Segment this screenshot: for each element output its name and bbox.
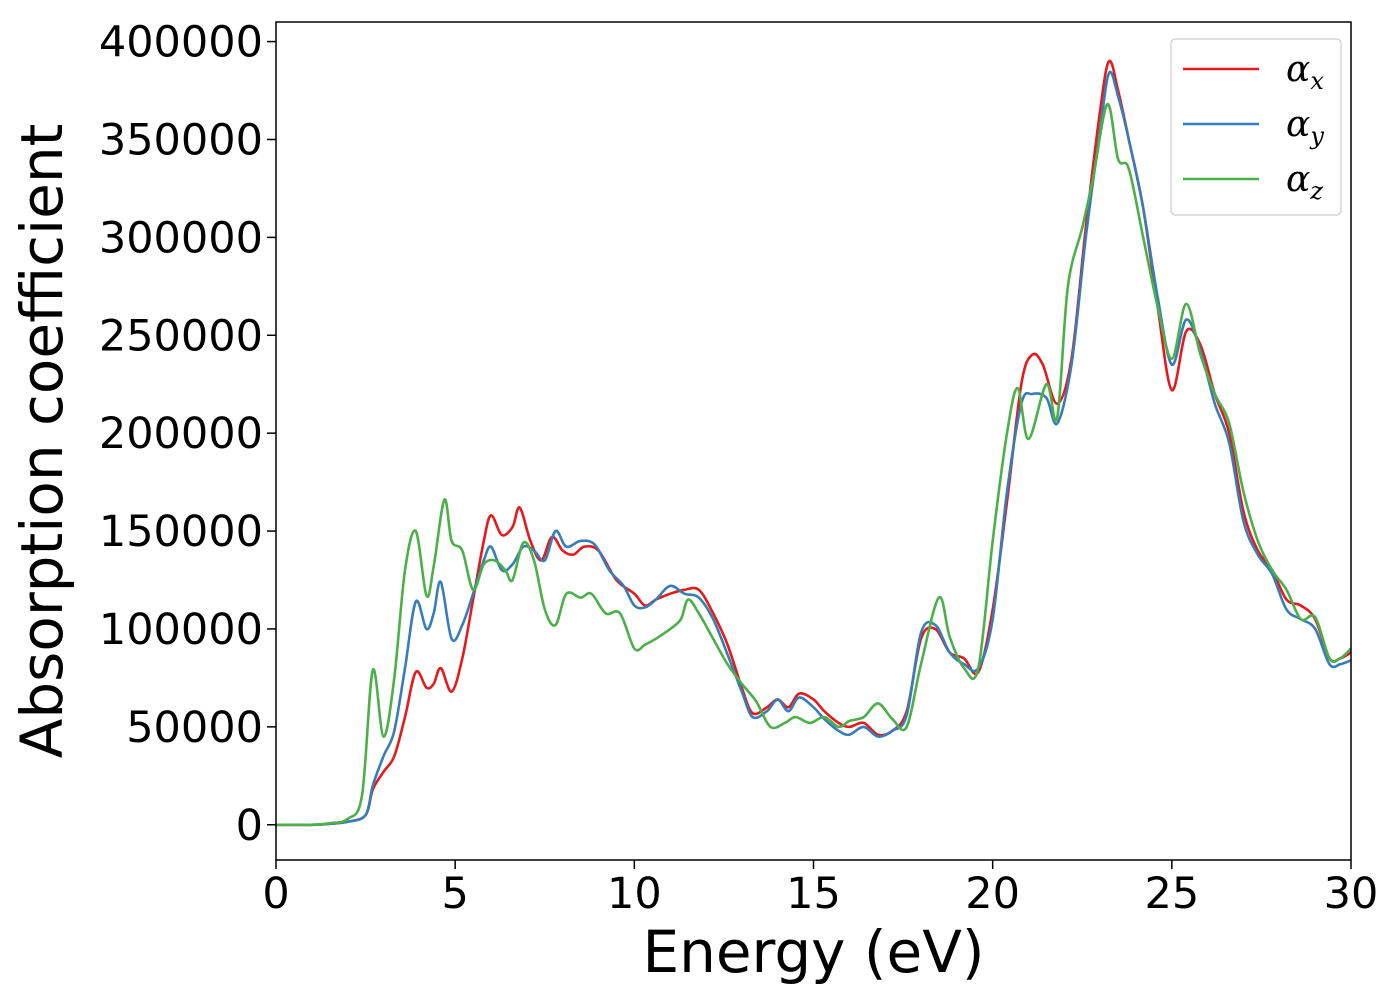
- y-axis-label: Absorption coefficient: [8, 124, 76, 759]
- x-tick-label: 20: [965, 869, 1020, 919]
- series-line-y: [276, 70, 1351, 827]
- x-tick-label: 5: [441, 869, 468, 919]
- x-tick-label: 25: [1144, 869, 1199, 919]
- series-line-z: [276, 102, 1351, 827]
- x-tick-label: 30: [1324, 869, 1379, 919]
- legend-item-y: αy: [1183, 104, 1324, 150]
- y-axis: 0 50000 100000 150000 200000 250000 300000 3500…: [99, 18, 276, 851]
- legend-label: αy: [1286, 104, 1324, 150]
- y-tick-label: 100000: [99, 605, 263, 655]
- x-tick-label: 15: [786, 869, 841, 919]
- x-tick-label: 10: [607, 869, 662, 919]
- legend-item-z: αz: [1183, 159, 1323, 205]
- legend: αx αy αz: [1170, 38, 1342, 216]
- y-tick-label: 400000: [99, 18, 263, 68]
- y-tick-label: 150000: [99, 507, 263, 557]
- y-tick-label: 0: [236, 801, 263, 851]
- y-tick-label: 250000: [99, 311, 263, 361]
- y-tick-label: 200000: [99, 409, 263, 459]
- x-axis: 0 5 10 15 20 25 30: [262, 860, 1378, 919]
- legend-label: αz: [1286, 159, 1323, 205]
- series-layer: [276, 59, 1351, 827]
- legend-items: αx αy αz: [1183, 49, 1324, 205]
- legend-box: [1170, 38, 1342, 216]
- y-tick-label: 300000: [99, 213, 263, 263]
- x-axis-label: Energy (eV): [642, 918, 984, 986]
- y-tick-label: 50000: [126, 703, 263, 753]
- x-tick-label: 0: [262, 869, 289, 919]
- legend-item-x: αx: [1183, 49, 1324, 95]
- y-tick-label: 350000: [99, 115, 263, 165]
- legend-label: αx: [1286, 49, 1324, 95]
